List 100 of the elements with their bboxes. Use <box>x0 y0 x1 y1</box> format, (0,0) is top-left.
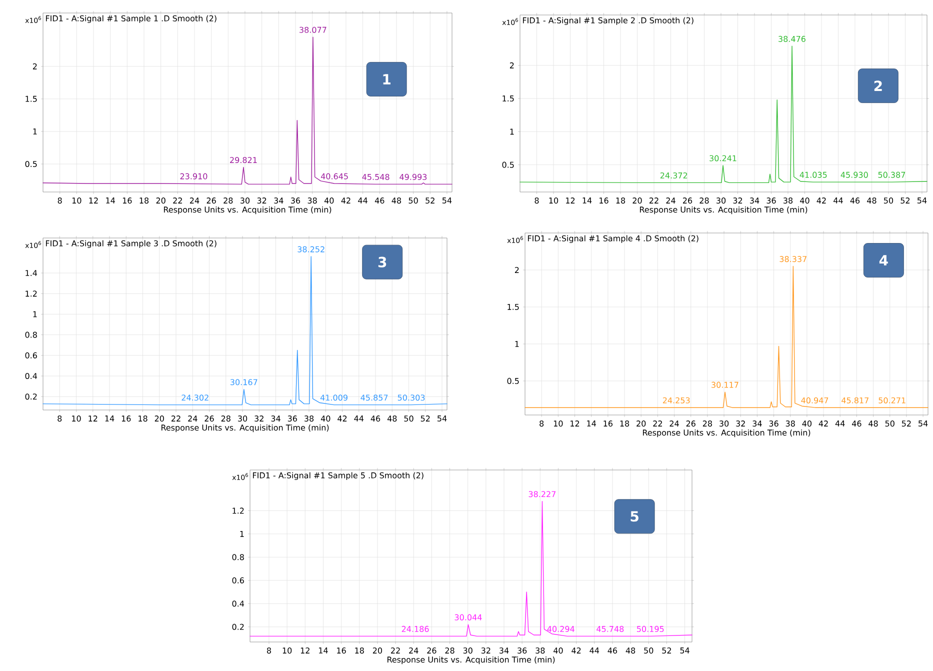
y-tick-label: 1 <box>33 128 37 134</box>
annotation: 45.817 <box>842 397 868 404</box>
annotation: 38.337 <box>780 256 806 262</box>
annotation: 24.372 <box>660 172 688 179</box>
x-tick-label: 52 <box>662 648 671 654</box>
x-tick-label: 12 <box>570 420 580 426</box>
x-tick-label: 16 <box>337 648 346 654</box>
y-tick-label: 1.5 <box>502 96 514 102</box>
x-tick-label: 54 <box>442 198 452 204</box>
x-tick-label: 12 <box>88 416 98 422</box>
annotation: 38.077 <box>300 26 326 33</box>
x-tick-label: 12 <box>89 198 98 204</box>
annotation: 50.271 <box>878 397 906 404</box>
x-tick-label: 50 <box>884 198 894 204</box>
x-tick-label: 36 <box>766 198 776 204</box>
x-tick-label: 38 <box>786 420 795 427</box>
x-tick-label: 16 <box>122 416 131 422</box>
x-tick-label: 28 <box>224 198 233 204</box>
x-tick-label: 36 <box>769 420 778 427</box>
line-series <box>42 256 448 406</box>
annotation: 40.947 <box>801 397 828 404</box>
x-tick-label: 10 <box>554 420 563 427</box>
y-tick-label: 2 <box>32 63 37 70</box>
chart-title: FID1 - A:Signal #1 Sample 5 .D Smooth (2) <box>252 472 424 480</box>
x-tick-label: 32 <box>257 198 266 204</box>
x-tick-label: 54 <box>438 416 447 422</box>
x-tick-label: 14 <box>105 416 114 422</box>
x-tick-label: 50 <box>408 198 418 204</box>
x-tick-label: 32 <box>736 420 745 427</box>
x-tick-label: 52 <box>902 420 911 427</box>
x-tick-label: 20 <box>636 420 646 427</box>
x-tick-label: 48 <box>387 416 397 422</box>
x-tick-label: 30 <box>238 416 248 422</box>
x-axis-title: Response Units vs. Acquisition Time (min) <box>642 429 810 438</box>
y-tick-label: 0.8 <box>232 554 244 560</box>
x-tick-label: 28 <box>702 420 712 427</box>
x-tick-label: 34 <box>274 198 284 204</box>
annotation: 45.930 <box>840 172 868 178</box>
x-tick-label: 30 <box>716 198 726 204</box>
annotation: 38.252 <box>298 246 324 252</box>
x-tick-label: 34 <box>500 648 509 654</box>
x-tick-label: 48 <box>868 420 878 427</box>
x-tick-label: 22 <box>173 198 182 204</box>
annotation: 30.044 <box>454 614 482 620</box>
annotation: 50.303 <box>398 394 425 401</box>
y-tick-label: 2 <box>514 267 519 273</box>
x-tick-label: 40 <box>554 648 563 654</box>
x-tick-label: 8 <box>540 420 544 427</box>
x-tick-label: 48 <box>867 198 876 204</box>
x-tick-label: 22 <box>653 420 662 426</box>
x-tick-label: 40 <box>320 416 330 422</box>
x-tick-label: 8 <box>266 648 271 654</box>
x-tick-label: 46 <box>608 648 618 654</box>
x-tick-label: 38 <box>308 198 317 204</box>
annotation: 30.167 <box>230 379 258 386</box>
x-tick-label: 42 <box>816 198 826 204</box>
x-tick-label: 24 <box>666 198 676 204</box>
annotation: 30.241 <box>710 155 736 162</box>
annotation: 24.302 <box>182 394 208 401</box>
x-tick-label: 38 <box>536 648 545 654</box>
x-tick-label: 40 <box>800 198 810 204</box>
annotation: 40.645 <box>320 173 348 180</box>
y-tick-label: 1.5 <box>26 96 37 102</box>
y-tick-label: 0.2 <box>25 394 37 400</box>
x-tick-label: 24 <box>409 648 418 654</box>
annotation: 38.227 <box>528 491 556 498</box>
x-tick-label: 50 <box>885 420 894 427</box>
x-tick-label: 8 <box>58 198 62 204</box>
x-tick-label: 38 <box>784 198 793 204</box>
x-tick-label: 24 <box>188 416 198 422</box>
y-tick-label: 0.4 <box>25 372 38 380</box>
annotation: 1 <box>383 74 390 84</box>
x-tick-label: 42 <box>818 420 828 426</box>
x-tick-label: 24 <box>190 198 200 204</box>
x-tick-label: 22 <box>649 198 658 204</box>
annotation: 5 <box>630 511 638 522</box>
x-tick-label: 16 <box>122 198 132 204</box>
x-tick-label: 36 <box>288 416 297 422</box>
x-tick-label: 26 <box>686 420 696 427</box>
x-tick-label: 18 <box>140 198 149 204</box>
x-tick-label: 10 <box>549 198 558 204</box>
y-tick-label: 1 <box>33 311 37 318</box>
x-tick-label: 30 <box>720 420 729 427</box>
x-tick-label: 24 <box>670 420 679 426</box>
annotation: 40.294 <box>547 626 574 632</box>
x-tick-label: 40 <box>324 198 334 204</box>
x-tick-label: 36 <box>518 648 527 654</box>
x-tick-label: 48 <box>626 648 636 654</box>
y-tick-label: 0.6 <box>232 577 244 584</box>
y-tick-label: 0.5 <box>507 378 519 384</box>
x-tick-label: 44 <box>590 648 600 654</box>
x-tick-label: 26 <box>206 198 216 204</box>
annotation: 45.748 <box>596 626 624 632</box>
x-tick-label: 26 <box>682 198 692 204</box>
x-tick-label: 30 <box>240 198 250 204</box>
chart-title: FID1 - A:Signal #1 Sample 4 .D Smooth (2) <box>528 235 698 243</box>
annotation: 23.910 <box>180 173 208 180</box>
annotation: 50.387 <box>878 172 906 178</box>
x-tick-label: 46 <box>852 420 862 427</box>
x-tick-label: 10 <box>282 648 292 654</box>
